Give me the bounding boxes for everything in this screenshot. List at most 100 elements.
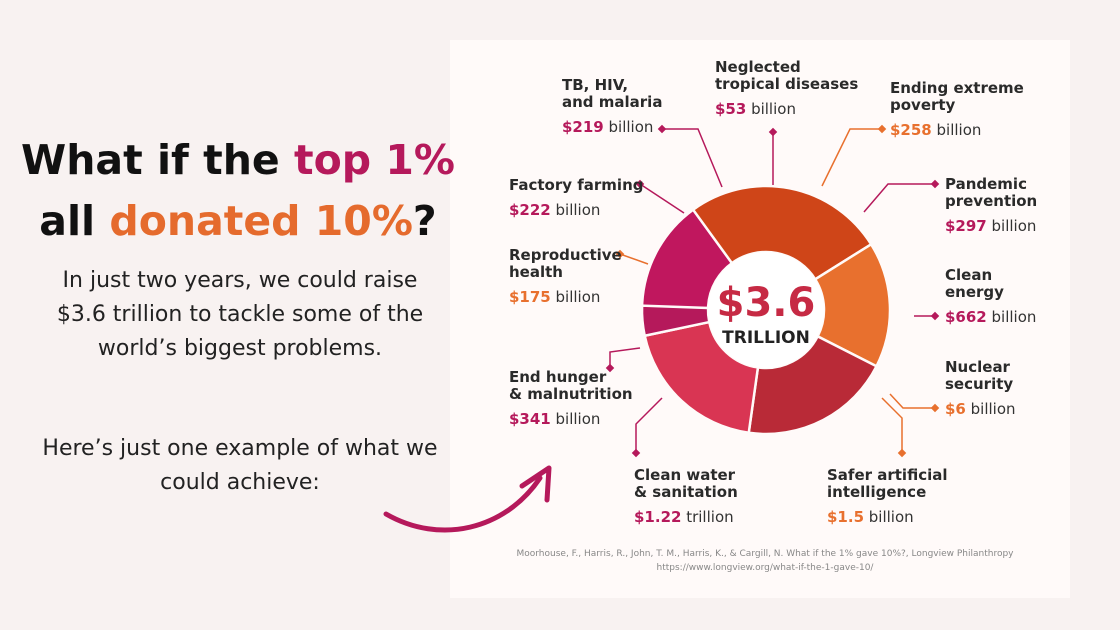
slice-amount: $222 <box>509 201 551 219</box>
slice-name: Reproductive <box>509 246 622 264</box>
slice-unit: billion <box>551 288 601 306</box>
connector-dot-icon <box>877 124 887 134</box>
connector-dot-icon <box>768 127 778 137</box>
slice-value: $341 billion <box>509 410 600 428</box>
slice-name: tropical diseases <box>715 75 858 93</box>
slice-name: intelligence <box>827 483 926 501</box>
example-paragraph: Here’s just one example of what we could… <box>42 436 438 495</box>
headline: What if the top 1% all donated 10%? <box>18 130 458 252</box>
slice-name: End hunger <box>509 368 607 386</box>
source-url: https://www.longview.org/what-if-the-1-g… <box>656 563 874 573</box>
slice-name: security <box>945 375 1013 393</box>
slice-value: $1.5 billion <box>827 508 914 526</box>
slice-unit: billion <box>864 508 914 526</box>
slice-value: $1.22 trillion <box>634 508 734 526</box>
label-tb-hiv-and-malaria: TB, HIV,and malaria $219 billion <box>562 76 662 136</box>
slice-unit: trillion <box>681 508 733 526</box>
label-factory-farming: Factory farming $222 billion <box>509 176 644 219</box>
connector-end-hunger-and-malnutrition <box>609 347 641 368</box>
source-citation: Moorhouse, F., Harris, R., John, T. M., … <box>516 549 1014 559</box>
slice-unit: billion <box>966 400 1016 418</box>
connector-dot-icon <box>897 448 907 458</box>
slice-unit: billion <box>746 100 796 118</box>
headline-text-1: What if the <box>21 136 294 184</box>
connector-dot-icon <box>605 363 615 373</box>
slice-unit: billion <box>551 201 601 219</box>
slice-unit: billion <box>604 118 654 136</box>
slice-amount: $662 <box>945 308 987 326</box>
slice-value: $175 billion <box>509 288 600 306</box>
intro-paragraph: In just two years, we could raise $3.6 t… <box>56 268 424 361</box>
slice-amount: $6 <box>945 400 966 418</box>
connector-dot-icon <box>930 311 940 321</box>
slice-amount: $1.5 <box>827 508 864 526</box>
headline-line-2: all donated 10%? <box>18 191 458 252</box>
slice-name: TB, HIV, <box>562 76 628 94</box>
connector-factory-farming <box>639 183 685 214</box>
slice-unit: billion <box>932 121 982 139</box>
label-connectors <box>605 124 940 458</box>
slice-value: $297 billion <box>945 217 1036 235</box>
slice-amount: $53 <box>715 100 746 118</box>
connector-reproductive-health <box>619 253 649 265</box>
slice-value: $258 billion <box>890 121 981 139</box>
slice-amount: $1.22 <box>634 508 681 526</box>
slice-amount: $175 <box>509 288 551 306</box>
slice-name: health <box>509 263 563 281</box>
slice-value: $6 billion <box>945 400 1016 418</box>
slice-name: Neglected <box>715 58 801 76</box>
connector-dot-icon <box>930 179 940 189</box>
connector-dot-icon <box>930 403 940 413</box>
connector-dot-icon <box>657 124 667 134</box>
slice-name: Safer artificial <box>827 466 948 484</box>
slice-name: & malnutrition <box>509 385 633 403</box>
connector-safer-artificial-intelligence <box>881 397 903 453</box>
slice-amount: $341 <box>509 410 551 428</box>
connector-pandemic-prevention <box>863 183 935 213</box>
headline-text-2: all <box>39 197 110 245</box>
connector-nuclear-security <box>889 393 935 409</box>
label-end-hunger-and-malnutrition: End hunger& malnutrition $341 billion <box>509 368 633 428</box>
slice-unit: billion <box>987 308 1037 326</box>
headline-line-1: What if the top 1% <box>18 130 458 191</box>
slice-name: and malaria <box>562 93 662 111</box>
slice-value: $219 billion <box>562 118 653 136</box>
slice-name: Factory farming <box>509 176 644 194</box>
slice-name: & sanitation <box>634 483 738 501</box>
connector-dot-icon <box>631 448 641 458</box>
slice-amount: $297 <box>945 217 987 235</box>
slice-unit: billion <box>987 217 1037 235</box>
center-value: $3.6 <box>717 280 816 326</box>
slice-value: $662 billion <box>945 308 1036 326</box>
slice-value: $222 billion <box>509 201 600 219</box>
slice-name: prevention <box>945 192 1037 210</box>
slice-name: poverty <box>890 96 956 114</box>
slice-unit: billion <box>551 410 601 428</box>
headline-text-3: ? <box>412 197 437 245</box>
arrow-head-icon <box>519 465 552 503</box>
connector-ending-extreme-poverty <box>821 128 882 187</box>
slice-name: Pandemic <box>945 175 1027 193</box>
headline-highlight-donated: donated 10% <box>109 197 413 245</box>
center-label: TRILLION <box>722 328 810 348</box>
slice-name: energy <box>945 283 1004 301</box>
slice-amount: $219 <box>562 118 604 136</box>
donut-hole <box>708 252 824 368</box>
slice-name: Ending extreme <box>890 79 1024 97</box>
headline-highlight-top: top 1% <box>294 136 455 184</box>
slice-name: Clean water <box>634 466 736 484</box>
connector-clean-water-and-sanitation <box>635 397 663 453</box>
slice-name: Nuclear <box>945 358 1011 376</box>
label-clean-water-and-sanitation: Clean water& sanitation $1.22 trillion <box>634 466 738 526</box>
slice-amount: $258 <box>890 121 932 139</box>
connector-tb-hiv-and-malaria <box>662 128 723 188</box>
arrow-curve <box>383 475 543 533</box>
